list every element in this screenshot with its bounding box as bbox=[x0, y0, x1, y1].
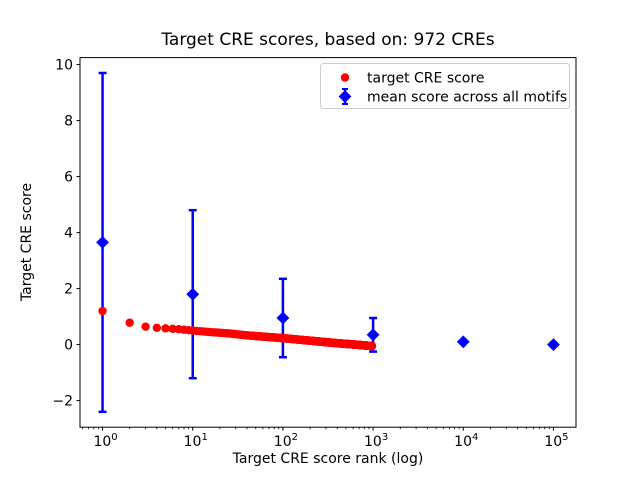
mean-score-diamond bbox=[186, 287, 200, 301]
mean-score-diamond bbox=[276, 311, 290, 325]
mean-score-diamond bbox=[456, 335, 470, 349]
mean-score-diamond bbox=[366, 328, 380, 342]
x-tick-label: 101 bbox=[184, 432, 208, 450]
target-score-dot bbox=[152, 323, 162, 333]
x-tick-label: 103 bbox=[364, 432, 388, 450]
target-score-dot bbox=[141, 322, 150, 331]
y-tick-label: 6 bbox=[64, 170, 73, 186]
y-tick-label: −2 bbox=[52, 394, 73, 410]
x-tick-label: 102 bbox=[274, 432, 298, 450]
mean-score-diamond bbox=[96, 235, 109, 249]
y-tick-label: 4 bbox=[64, 226, 73, 242]
target-score-dot bbox=[367, 341, 377, 351]
legend-entry-label: mean score across all motifs bbox=[367, 90, 567, 106]
x-tick-label: 100 bbox=[93, 432, 117, 450]
x-tick-label: 105 bbox=[544, 432, 568, 450]
axes-spines bbox=[79, 57, 577, 428]
chart-title: Target CRE scores, based on: 972 CREs bbox=[161, 30, 495, 50]
legend-entry-label: target CRE score bbox=[367, 71, 484, 87]
y-tick-label: 0 bbox=[64, 338, 73, 354]
target-score-dot bbox=[161, 324, 170, 333]
mean-score-diamond bbox=[547, 338, 560, 352]
x-tick-label: 104 bbox=[454, 432, 478, 450]
target-score-dot bbox=[168, 324, 177, 334]
target-score-dot bbox=[98, 306, 107, 316]
y-tick-label: 2 bbox=[64, 282, 73, 298]
target-score-dot bbox=[125, 318, 134, 327]
legend-diamond-marker bbox=[338, 90, 352, 103]
y-tick-label: 10 bbox=[55, 58, 73, 74]
y-tick-label: 8 bbox=[64, 114, 73, 130]
legend-circle-marker bbox=[340, 73, 350, 82]
legend-box bbox=[320, 63, 570, 109]
x-axis-label: Target CRE score rank (log) bbox=[232, 451, 424, 467]
